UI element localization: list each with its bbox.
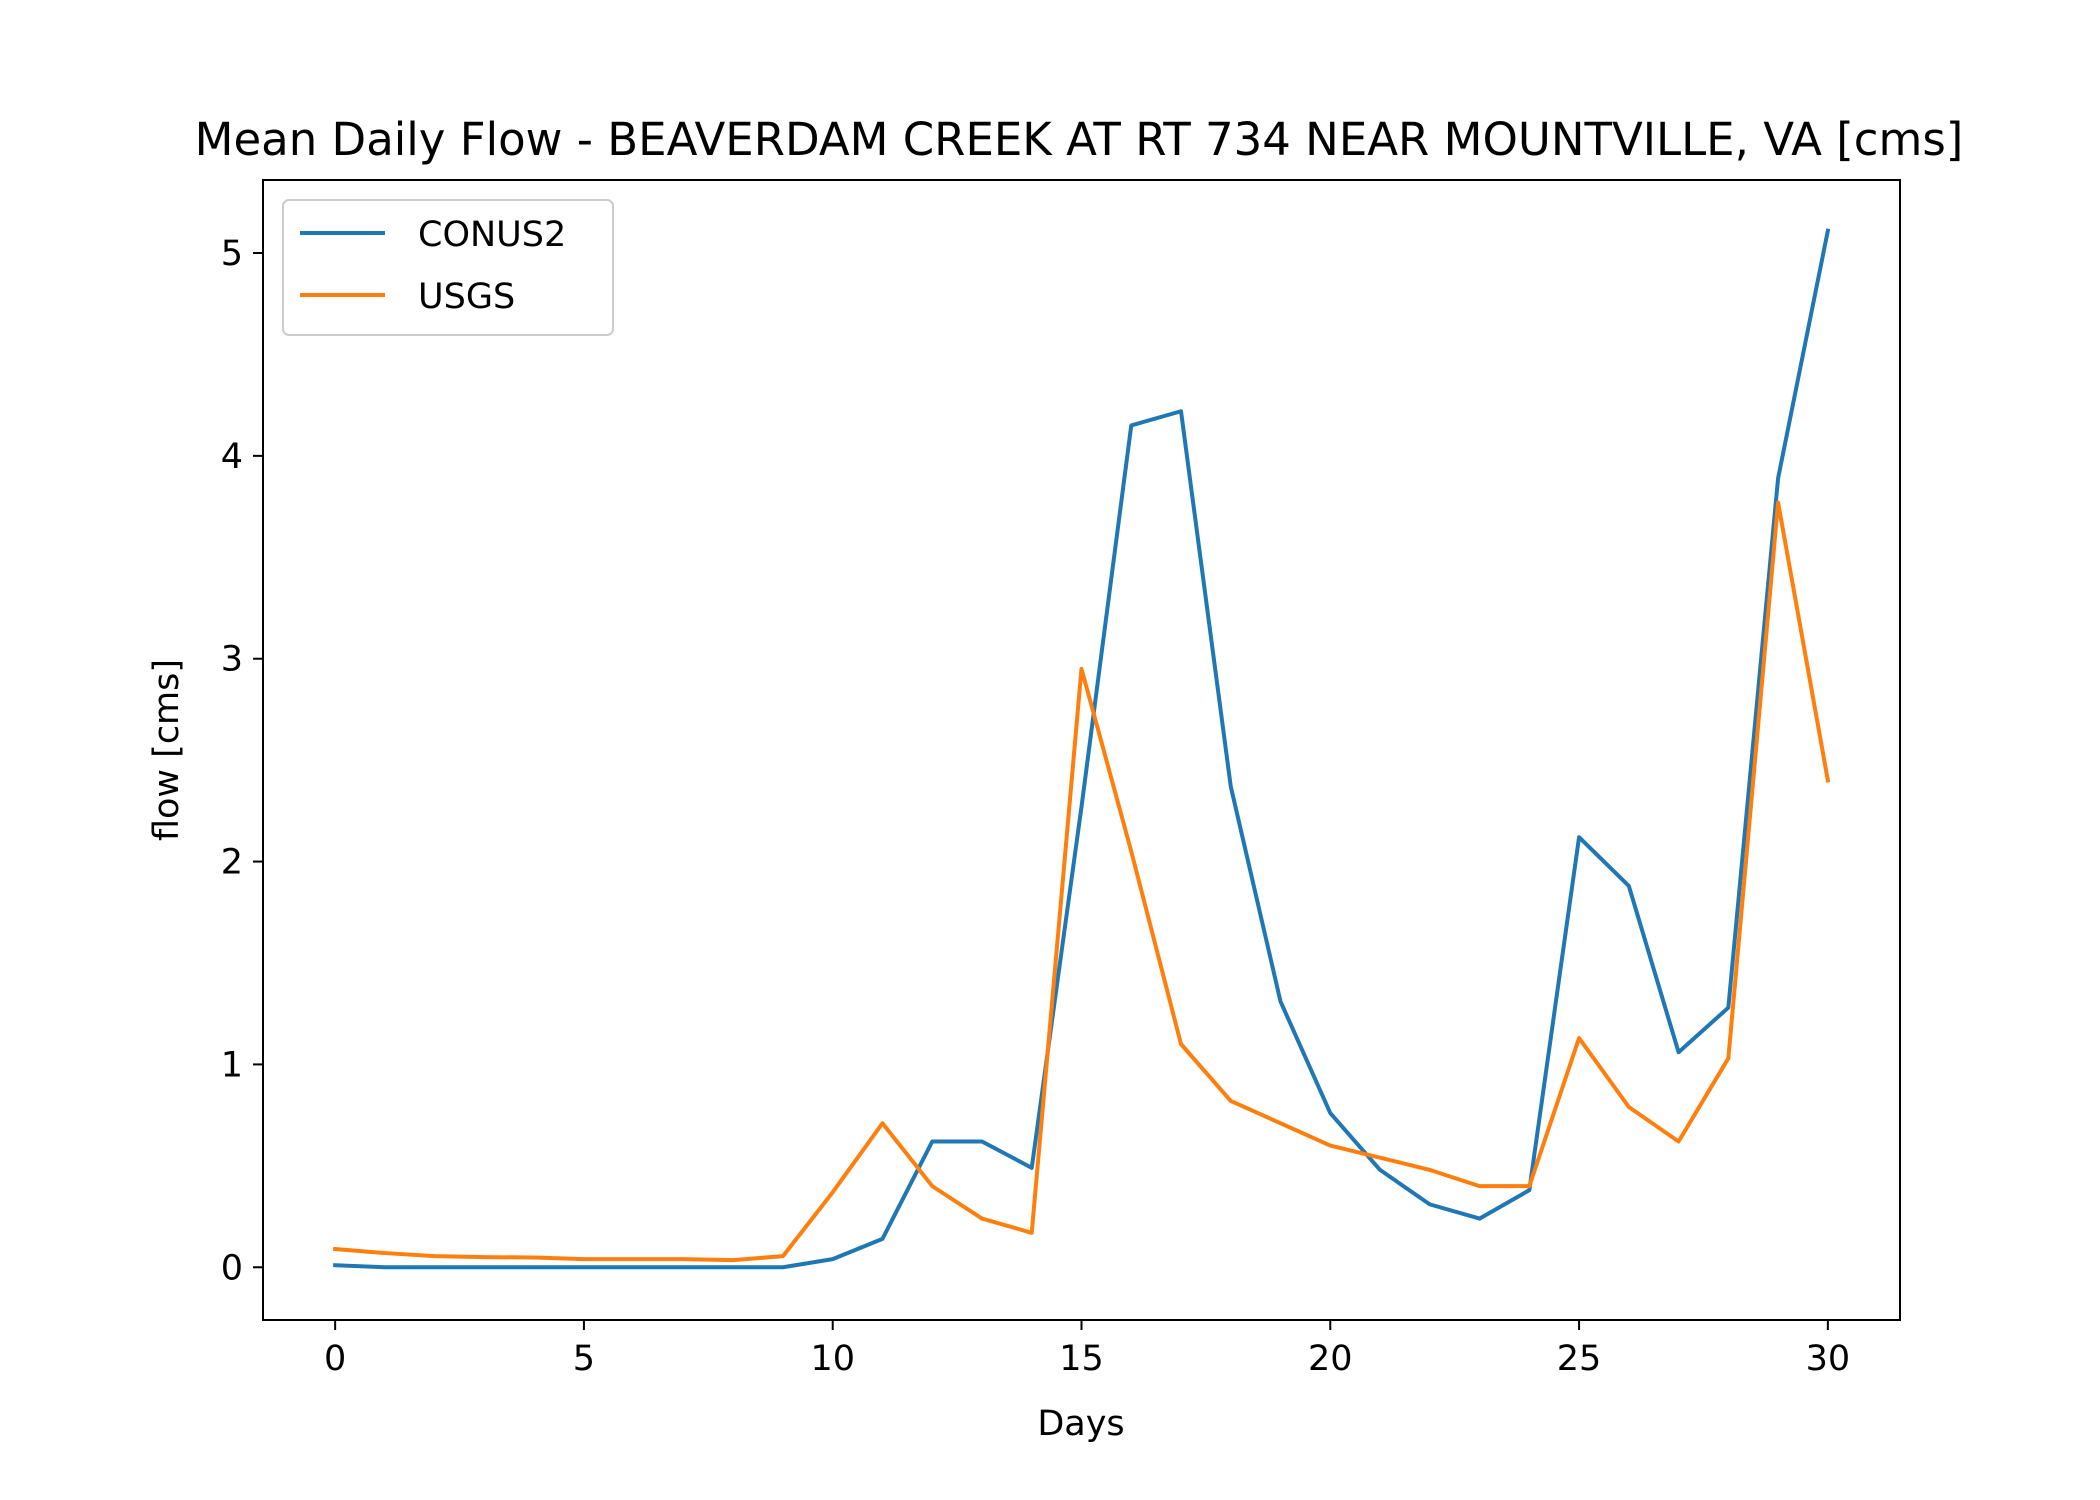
data-point [534,1257,535,1258]
legend-label-conus2: CONUS2 [418,215,566,255]
x-tick-label: 10 [810,1339,855,1379]
data-point [733,1267,734,1268]
data-point [1280,1123,1281,1124]
x-axis: 0 5 10 15 20 25 30 [324,1320,1850,1379]
data-point [1728,1058,1729,1059]
data-point [1628,1107,1629,1108]
chart-title: Mean Daily Flow - BEAVERDAM CREEK AT RT … [195,113,1964,166]
data-point [683,1267,684,1268]
y-axis-label: flow [cms] [147,659,187,841]
data-point [583,1267,584,1268]
data-point [1330,1145,1331,1146]
data-point [1728,1007,1729,1008]
series-layer [332,228,1831,1270]
data-point [1479,1186,1480,1187]
legend: CONUS2 USGS [282,199,614,336]
data-point [335,1249,336,1250]
data-point [1678,1141,1679,1142]
data-point [782,1267,783,1268]
x-tick-label: 0 [324,1339,346,1379]
y-tick-label: 5 [221,234,243,274]
y-axis: 0 1 2 3 4 5 [221,234,263,1288]
data-point [1778,502,1779,503]
series-conus2 [333,228,1831,1270]
data-point [1181,411,1182,412]
data-point [1081,668,1082,669]
series-usgs [332,500,1831,1263]
data-point [882,1123,883,1124]
data-point [1429,1169,1430,1170]
data-point [484,1267,485,1268]
data-point [633,1259,634,1260]
data-point [384,1253,385,1254]
data-point [1579,837,1580,838]
data-point [1330,1113,1331,1114]
data-point [335,1265,336,1266]
data-point [1479,1218,1480,1219]
data-point [1081,806,1082,807]
data-point [1380,1157,1381,1158]
x-tick-label: 25 [1557,1339,1602,1379]
data-point [583,1259,584,1260]
data-point [733,1260,734,1261]
data-point [1181,1044,1182,1045]
y-tick-label: 4 [221,437,243,477]
x-tick-label: 5 [573,1339,595,1379]
data-point [832,1192,833,1193]
data-point [981,1141,982,1142]
data-point [683,1259,684,1260]
data-point [534,1267,535,1268]
data-point [981,1218,982,1219]
x-tick-label: 30 [1806,1339,1851,1379]
x-tick-label: 15 [1059,1339,1104,1379]
y-tick-label: 0 [221,1248,243,1288]
x-axis-label: Days [1037,1404,1124,1444]
data-point [1131,851,1132,852]
data-point [782,1256,783,1257]
data-point [384,1267,385,1268]
y-tick-label: 1 [221,1045,243,1085]
legend-label-usgs: USGS [418,277,515,317]
data-point [1678,1052,1679,1053]
data-point [1579,1038,1580,1039]
data-point [633,1267,634,1268]
data-point [832,1259,833,1260]
data-point [434,1256,435,1257]
x-tick-label: 20 [1308,1339,1353,1379]
data-point [434,1267,435,1268]
data-point [1131,425,1132,426]
y-tick-label: 2 [221,843,243,883]
series-line-conus2 [333,228,1831,1270]
axes-frame [262,179,1901,1321]
data-point [1031,1167,1032,1168]
data-point [882,1238,883,1239]
data-point [932,1186,933,1187]
data-point [1429,1204,1430,1205]
y-tick-label: 3 [221,640,243,680]
data-point [1280,1001,1281,1002]
data-point [1529,1190,1530,1191]
data-point [1827,780,1828,781]
data-point [484,1257,485,1258]
series-line-usgs [332,500,1831,1263]
data-point [1628,885,1629,886]
data-point [1380,1169,1381,1170]
data-point [1778,478,1779,479]
data-point [1230,786,1231,787]
data-point [1031,1232,1032,1233]
data-point [1230,1100,1231,1101]
data-point [932,1141,933,1142]
data-point [1827,230,1828,231]
data-point [1529,1186,1530,1187]
